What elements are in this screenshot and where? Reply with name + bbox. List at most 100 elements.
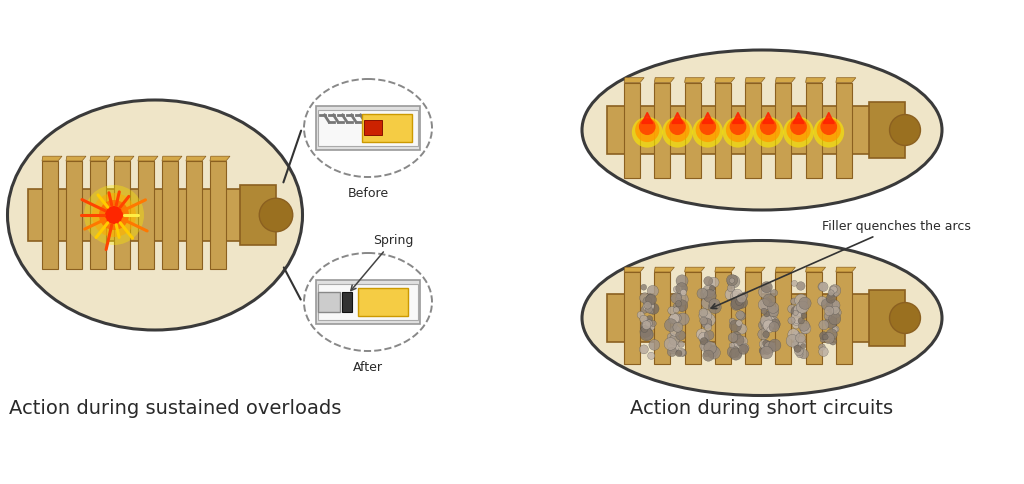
Circle shape [763,294,775,307]
Circle shape [818,347,828,357]
Circle shape [764,311,769,317]
Circle shape [818,282,826,291]
Circle shape [711,300,717,305]
Circle shape [769,339,781,351]
Ellipse shape [7,100,302,330]
Circle shape [729,278,734,283]
Polygon shape [732,112,743,123]
Polygon shape [775,267,796,272]
Circle shape [696,329,708,340]
Polygon shape [210,156,230,161]
Circle shape [826,300,840,313]
Circle shape [649,339,659,350]
Polygon shape [685,267,705,272]
Circle shape [763,320,774,331]
Circle shape [645,294,656,305]
Circle shape [699,308,708,317]
Circle shape [708,347,721,359]
Circle shape [642,321,651,330]
Polygon shape [138,156,158,161]
Circle shape [822,334,828,340]
Circle shape [756,118,780,142]
Circle shape [705,331,714,340]
Bar [362,114,412,142]
Circle shape [669,119,686,135]
Circle shape [736,320,742,326]
Circle shape [833,327,838,333]
Bar [775,272,792,364]
Circle shape [709,299,720,310]
Circle shape [702,314,716,326]
Circle shape [635,118,659,142]
Circle shape [709,277,719,287]
Bar [28,189,268,241]
Circle shape [819,332,827,340]
Circle shape [729,343,734,348]
Circle shape [640,328,653,341]
Ellipse shape [582,241,942,395]
Polygon shape [654,78,675,82]
Circle shape [643,318,652,328]
Circle shape [824,316,837,328]
Text: Filler quenches the arcs: Filler quenches the arcs [712,220,971,308]
Circle shape [645,306,652,313]
Ellipse shape [304,79,432,177]
Circle shape [637,311,644,318]
Polygon shape [763,112,774,123]
Circle shape [682,285,687,290]
Circle shape [641,306,648,313]
Circle shape [728,333,738,342]
Circle shape [726,274,737,286]
Circle shape [736,293,746,303]
Circle shape [828,313,841,325]
Circle shape [826,294,836,303]
Circle shape [826,329,838,340]
Polygon shape [775,78,796,82]
Circle shape [647,323,654,331]
Circle shape [830,286,838,293]
Circle shape [787,329,799,340]
Circle shape [666,118,689,142]
Circle shape [794,344,801,351]
Circle shape [726,118,751,142]
Bar [745,82,761,178]
Circle shape [732,289,742,300]
Circle shape [665,318,677,332]
Circle shape [829,285,841,296]
Circle shape [829,338,837,345]
Circle shape [727,285,735,292]
Circle shape [759,347,767,354]
Circle shape [670,335,680,346]
Bar [715,272,731,364]
Circle shape [761,308,767,314]
Polygon shape [90,156,110,161]
Circle shape [760,119,776,135]
Bar [869,290,905,346]
Circle shape [735,351,741,357]
Circle shape [737,336,748,347]
Circle shape [821,299,833,310]
Circle shape [665,337,677,350]
Polygon shape [836,78,856,82]
Circle shape [703,342,717,354]
Circle shape [703,276,713,286]
Circle shape [647,352,655,360]
Circle shape [768,306,779,317]
Circle shape [640,326,651,337]
Circle shape [668,316,676,324]
Circle shape [676,293,688,306]
Circle shape [759,339,769,349]
Circle shape [673,303,681,310]
Circle shape [644,302,651,309]
Bar [836,82,852,178]
Circle shape [761,318,772,329]
Circle shape [705,324,712,331]
Circle shape [727,275,740,288]
Circle shape [646,295,655,304]
Circle shape [700,337,708,345]
Circle shape [725,288,737,301]
Circle shape [698,332,709,342]
Circle shape [737,324,748,334]
Circle shape [663,117,693,148]
Text: Before: Before [347,187,388,200]
